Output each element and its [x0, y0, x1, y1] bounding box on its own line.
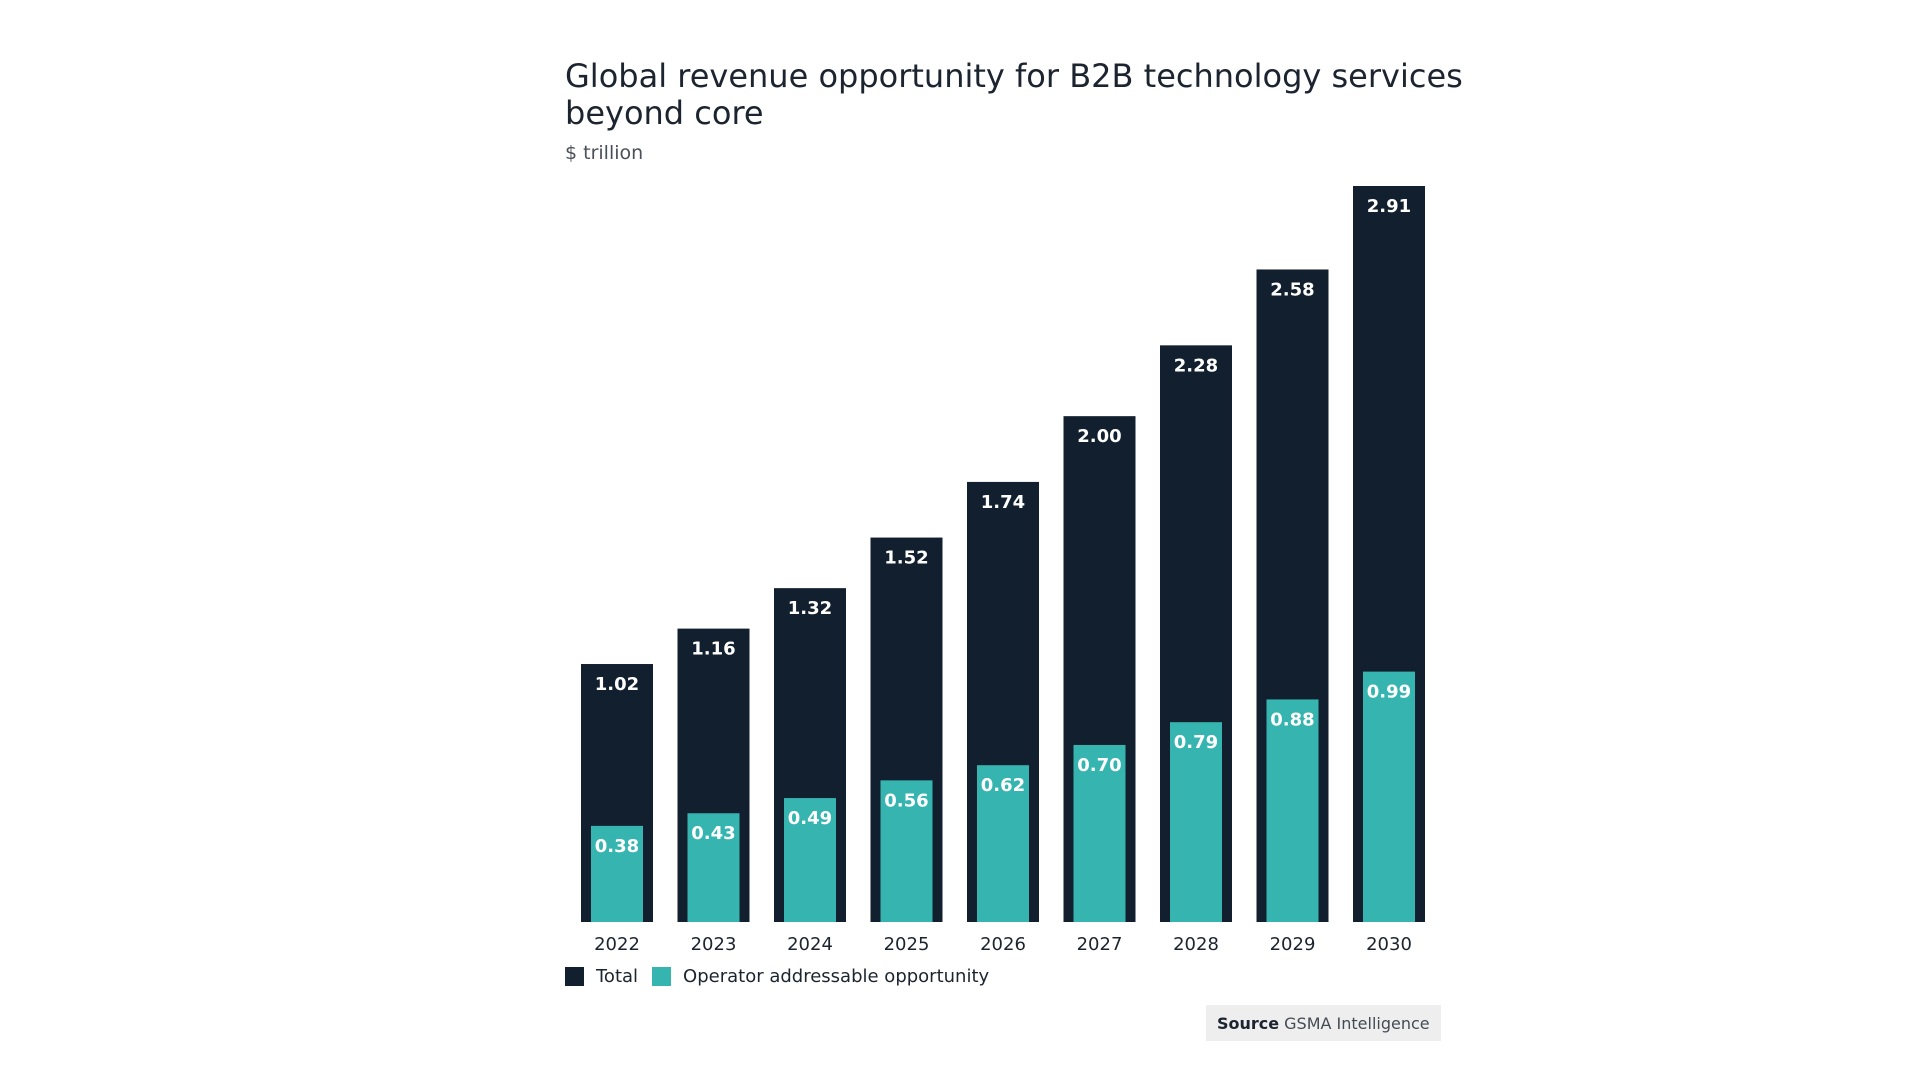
chart-subtitle: $ trillion	[565, 142, 644, 164]
bar-operator-2024	[784, 798, 836, 922]
data-label-total-2030: 2.91	[1367, 196, 1411, 217]
x-tick-label-2023: 2023	[691, 934, 737, 955]
data-label-operator-2023: 0.43	[691, 823, 735, 844]
bar-operator-2027	[1073, 744, 1126, 922]
bar-operator-2030	[1363, 671, 1415, 922]
data-label-total-2023: 1.16	[691, 639, 735, 660]
chart-legend: Total Operator addressable opportunity	[565, 966, 1003, 987]
x-tick-label-2025: 2025	[884, 934, 930, 955]
bar-operator-2025	[880, 780, 933, 922]
data-label-operator-2029: 0.88	[1270, 709, 1314, 730]
data-label-total-2024: 1.32	[788, 598, 832, 619]
bar-operator-2026	[977, 765, 1029, 922]
x-tick-label-2028: 2028	[1173, 934, 1219, 955]
bar-operator-2023	[687, 813, 740, 922]
data-label-operator-2022: 0.38	[595, 836, 639, 857]
x-tick-label-2029: 2029	[1270, 934, 1316, 955]
source-text: GSMA Intelligence	[1284, 1013, 1430, 1033]
source-box: Source GSMA Intelligence	[1206, 1005, 1441, 1041]
x-tick-label-2030: 2030	[1366, 934, 1412, 955]
data-label-operator-2027: 0.70	[1077, 755, 1121, 776]
x-tick-label-2024: 2024	[787, 934, 833, 955]
data-label-total-2027: 2.00	[1077, 426, 1121, 447]
bar-operator-2029	[1266, 699, 1319, 922]
legend-swatch-operator	[652, 967, 672, 986]
data-label-operator-2030: 0.99	[1367, 682, 1411, 703]
chart-title: Global revenue opportunity for B2B techn…	[565, 57, 1463, 132]
source-label: Source	[1217, 1013, 1280, 1033]
data-label-total-2028: 2.28	[1174, 355, 1218, 376]
data-label-operator-2026: 0.62	[981, 775, 1025, 796]
x-tick-label-2027: 2027	[1077, 934, 1123, 955]
bar-operator-2022	[591, 825, 643, 922]
data-label-total-2026: 1.74	[981, 492, 1025, 513]
data-label-operator-2025: 0.56	[884, 790, 928, 811]
legend-label-total: Total	[596, 966, 639, 987]
data-label-operator-2028: 0.79	[1174, 732, 1218, 753]
x-tick-label-2022: 2022	[594, 934, 640, 955]
data-label-total-2022: 1.02	[595, 674, 639, 695]
legend-item-total: Total	[565, 966, 638, 987]
legend-label-operator: Operator addressable opportunity	[683, 966, 990, 987]
legend-swatch-total	[565, 967, 584, 986]
data-label-total-2029: 2.58	[1270, 279, 1314, 300]
legend-item-operator: Operator addressable opportunity	[652, 966, 989, 987]
data-label-total-2025: 1.52	[884, 548, 928, 569]
data-label-operator-2024: 0.49	[788, 808, 832, 829]
bar-operator-2028	[1170, 722, 1222, 922]
x-tick-label-2026: 2026	[980, 934, 1026, 955]
